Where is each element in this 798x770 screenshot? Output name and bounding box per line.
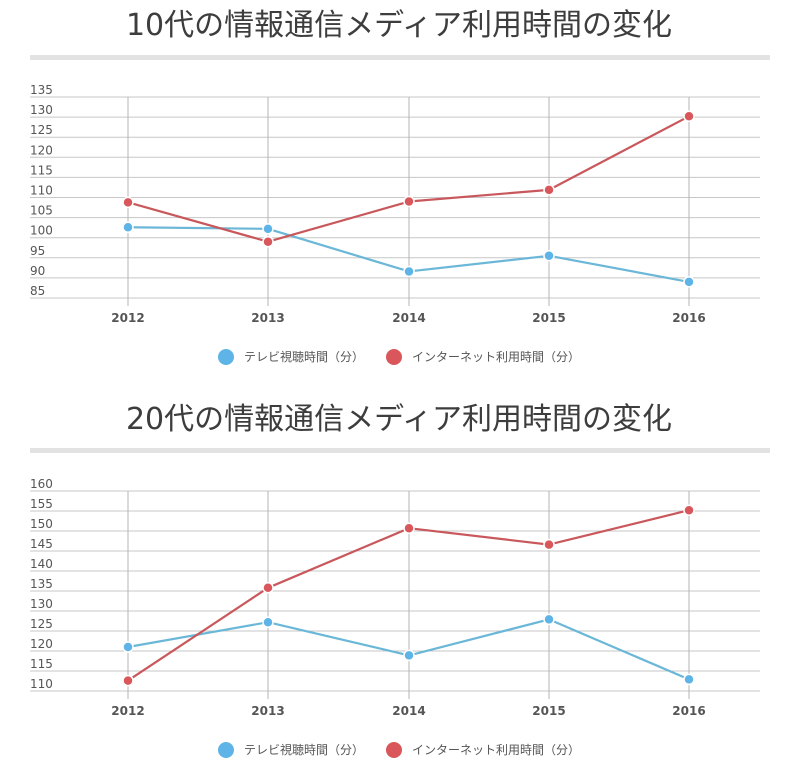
title-divider: [30, 448, 770, 453]
x-tick-label: 2014: [392, 704, 425, 718]
data-point-tv: [683, 276, 695, 288]
legend-item-tv[interactable]: テレビ視聴時間（分）: [217, 348, 364, 365]
data-point-tv: [262, 616, 274, 628]
data-point-tv: [262, 223, 274, 235]
data-point-tv: [543, 250, 555, 262]
x-tick-label: 2012: [111, 311, 144, 325]
y-tick-label: 135: [30, 83, 53, 97]
data-point-internet: [683, 110, 695, 123]
data-point-tv: [122, 221, 134, 233]
title-divider: [30, 55, 770, 60]
data-point-internet: [683, 504, 695, 516]
legend-marker-tv: [217, 741, 234, 758]
x-tick-label: 2013: [251, 311, 284, 325]
legend-item-internet[interactable]: インターネット利用時間（分）: [386, 741, 580, 758]
y-tick-label: 120: [30, 637, 53, 651]
legend-label-tv: テレビ視聴時間（分）: [243, 743, 364, 757]
y-tick-label: 145: [30, 537, 53, 551]
y-tick-label: 155: [30, 497, 53, 511]
line-chart: 110 115 120 125 130 135 140 145 150 155 160 2012 201…: [30, 477, 760, 718]
x-tick-label: 2016: [672, 704, 705, 718]
data-point-tv: [403, 265, 415, 278]
legend-item-tv[interactable]: テレビ視聴時間（分）: [217, 741, 364, 758]
y-tick-label: 125: [30, 123, 53, 137]
data-point-internet: [403, 522, 415, 534]
x-tick-label: 2016: [672, 311, 705, 325]
chart-legend: テレビ視聴時間（分） インターネット利用時間（分）: [0, 348, 798, 365]
y-tick-label: 135: [30, 577, 53, 591]
data-point-internet: [262, 235, 274, 248]
y-tick-label: 110: [30, 184, 53, 198]
y-tick-label: 90: [30, 264, 45, 278]
chart-panel-1: 10代の情報通信メディア利用時間の変化 85 90 95 100 105 110 115 12…: [0, 8, 798, 365]
line-chart: 85 90 95 100 105 110 115 120 125 130 135 2012 2013 20…: [30, 83, 760, 325]
y-tick-label: 110: [30, 677, 53, 691]
y-tick-label: 115: [30, 657, 53, 671]
chart-legend: テレビ視聴時間（分） インターネット利用時間（分）: [0, 741, 798, 758]
y-tick-label: 130: [30, 103, 53, 117]
legend-marker-internet: [386, 741, 402, 758]
legend-label-internet: インターネット利用時間（分）: [412, 350, 581, 364]
legend-item-internet[interactable]: インターネット利用時間（分）: [386, 348, 580, 365]
y-tick-label: 125: [30, 617, 53, 631]
data-point-tv: [403, 649, 415, 662]
data-point-tv: [543, 613, 555, 626]
legend-marker-internet: [386, 348, 402, 365]
y-tick-label: 95: [30, 244, 45, 258]
grid-lines: [30, 490, 760, 699]
data-point-internet: [122, 674, 134, 687]
data-point-internet: [543, 184, 555, 196]
x-tick-label: 2014: [392, 311, 425, 325]
data-point-tv: [122, 641, 134, 653]
x-tick-label: 2012: [111, 704, 144, 718]
x-tick-label: 2015: [532, 311, 565, 325]
data-point-internet: [262, 582, 274, 594]
y-tick-label: 160: [30, 477, 53, 491]
data-point-tv: [683, 673, 695, 686]
y-tick-label: 85: [30, 284, 45, 298]
x-tick-label: 2015: [532, 704, 565, 718]
y-tick-label: 130: [30, 597, 53, 611]
data-point-internet: [543, 538, 555, 551]
chart-title: 10代の情報通信メディア利用時間の変化: [125, 8, 673, 43]
grid-lines: [30, 96, 760, 306]
legend-marker-tv: [217, 348, 234, 365]
legend-label-tv: テレビ視聴時間（分）: [243, 350, 364, 364]
chart-title: 20代の情報通信メディア利用時間の変化: [125, 402, 673, 437]
y-tick-label: 140: [30, 557, 53, 571]
y-tick-label: 120: [30, 143, 53, 157]
y-tick-label: 100: [30, 224, 53, 238]
x-tick-label: 2013: [251, 704, 284, 718]
y-tick-label: 105: [30, 204, 53, 218]
chart-panel-2: 20代の情報通信メディア利用時間の変化 110 115 120 125 130 135 14…: [0, 392, 798, 770]
legend-label-internet: インターネット利用時間（分）: [412, 743, 581, 757]
data-point-internet: [122, 196, 134, 209]
y-tick-label: 115: [30, 163, 53, 177]
y-tick-label: 150: [30, 517, 53, 531]
data-point-internet: [403, 195, 415, 208]
